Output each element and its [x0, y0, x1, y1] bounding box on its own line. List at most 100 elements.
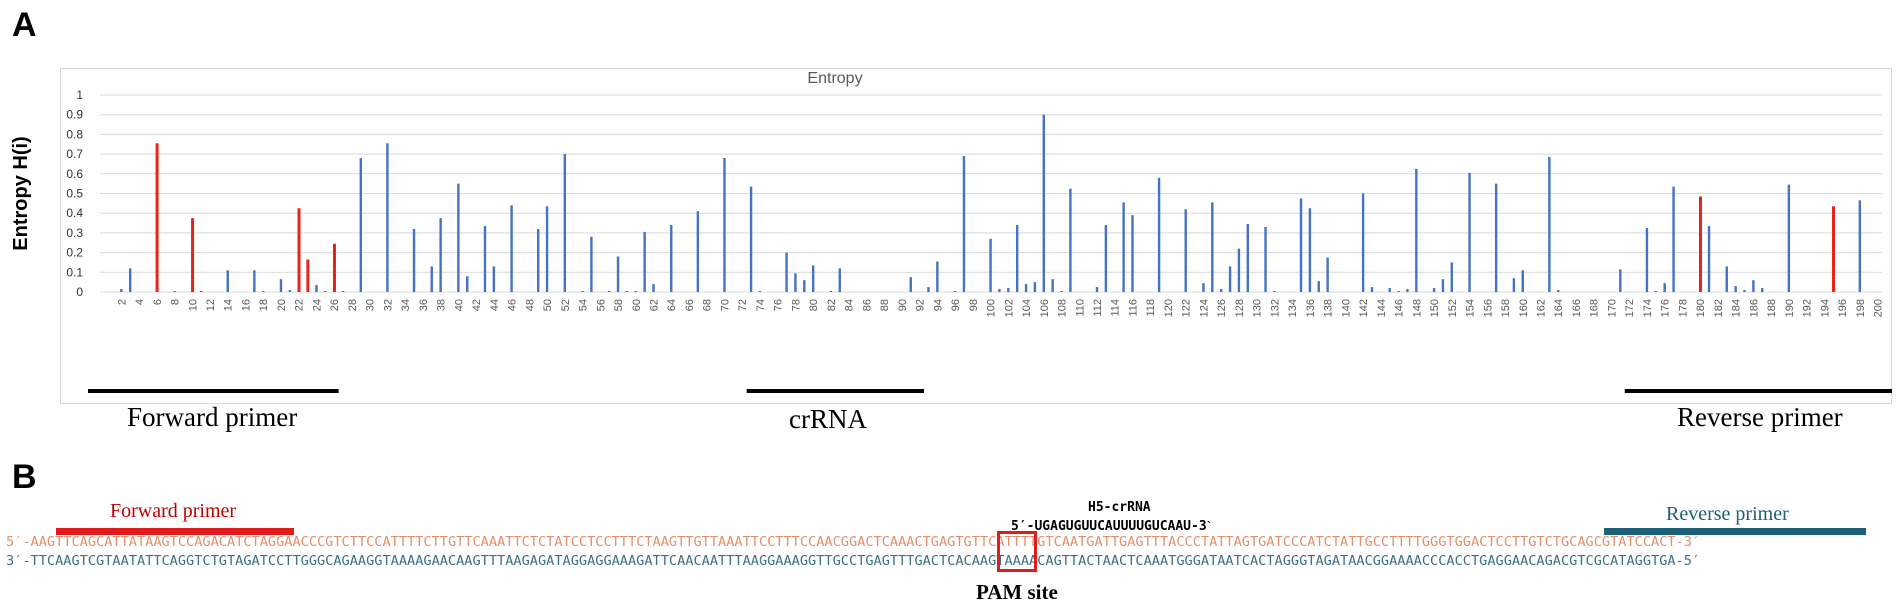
bar: [412, 228, 416, 292]
x-tick-label: 74: [755, 299, 767, 311]
x-tick-label: 112: [1092, 299, 1104, 317]
bar: [359, 158, 362, 292]
bar: [120, 289, 123, 292]
y-tick-label: 0.5: [66, 187, 83, 201]
x-tick-label: 178: [1677, 299, 1689, 317]
x-tick-label: 134: [1287, 299, 1299, 317]
reverse-primer-label: Reverse primer: [1666, 503, 1789, 525]
bar: [262, 291, 265, 292]
bar: [1228, 266, 1232, 292]
reverse-primer-region-label: Reverse primer: [1677, 402, 1843, 432]
x-tick-label: 154: [1465, 299, 1477, 317]
x-tick-label: 22: [294, 299, 306, 311]
x-tick-label: 40: [453, 299, 465, 311]
bar: [1397, 291, 1400, 292]
bar: [128, 268, 132, 292]
bar: [962, 156, 966, 292]
y-tick-label: 0.9: [66, 108, 83, 122]
x-tick-label: 162: [1536, 299, 1548, 317]
bar: [723, 158, 726, 292]
x-tick-label: 78: [790, 299, 802, 311]
bar: [1202, 283, 1205, 292]
bar: [492, 266, 496, 292]
x-tick-label: 98: [968, 299, 980, 311]
region-bar: [1624, 389, 1892, 393]
bar: [1388, 288, 1391, 292]
x-tick-label: 48: [524, 299, 536, 311]
x-tick-label: 28: [347, 299, 359, 311]
x-tick-label: 92: [915, 299, 927, 311]
bar: [1858, 200, 1862, 292]
x-tick-label: 58: [613, 299, 625, 311]
bar-highlight: [297, 208, 301, 292]
bar: [643, 231, 646, 292]
bar: [1051, 279, 1054, 292]
bar-highlight: [155, 143, 159, 292]
x-tick-label: 82: [826, 299, 838, 311]
x-tick-label: 12: [205, 299, 217, 311]
x-tick-label: 42: [471, 299, 483, 311]
bar: [324, 291, 327, 292]
reverse-primer-bar: [1604, 528, 1866, 535]
bar: [1441, 279, 1445, 292]
bar: [1619, 269, 1622, 292]
x-tick-label: 64: [666, 299, 678, 311]
x-tick-label: 70: [719, 299, 731, 311]
x-tick-label: 50: [542, 299, 554, 311]
x-tick-label: 100: [986, 299, 998, 317]
bar: [1069, 188, 1072, 292]
x-tick-label: 116: [1127, 299, 1139, 317]
x-tick-label: 186: [1748, 299, 1760, 317]
x-tick-label: 62: [649, 299, 661, 311]
y-axis-label: Entropy H(i): [10, 136, 32, 250]
x-tick-label: 114: [1110, 299, 1122, 317]
x-tick-label: 198: [1855, 299, 1867, 317]
bar: [1415, 168, 1418, 292]
x-tick-label: 104: [1021, 299, 1033, 317]
x-tick-label: 18: [258, 299, 270, 311]
bar: [1219, 289, 1223, 292]
bar-highlight: [332, 243, 336, 292]
x-tick-label: 126: [1216, 299, 1228, 317]
bar: [785, 252, 788, 292]
x-tick-label: 140: [1340, 299, 1352, 317]
x-tick-label: 188: [1766, 299, 1778, 317]
bar: [1361, 193, 1365, 292]
y-tick-label: 0.3: [66, 226, 83, 240]
bar: [1024, 284, 1028, 292]
region-bar: [746, 389, 925, 393]
bar: [1752, 280, 1755, 292]
bar: [563, 154, 567, 292]
x-tick-label: 90: [897, 299, 909, 311]
x-tick-label: 86: [861, 299, 873, 311]
bar: [457, 183, 460, 292]
bar: [1060, 291, 1063, 292]
x-tick-label: 80: [808, 299, 820, 311]
chart-title: Entropy: [807, 70, 862, 87]
bar: [927, 287, 930, 292]
bar: [536, 228, 540, 292]
forward-primer-region-label: Forward primer: [127, 402, 298, 432]
bar: [466, 276, 469, 292]
x-tick-label: 52: [560, 299, 572, 311]
bar: [173, 291, 176, 292]
y-tick-label: 0: [76, 285, 83, 299]
bar: [625, 291, 629, 292]
y-tick-label: 0.7: [66, 147, 83, 161]
bar: [1122, 202, 1125, 292]
bar: [953, 291, 957, 292]
x-tick-label: 108: [1057, 299, 1069, 317]
x-tick-label: 88: [879, 299, 891, 311]
x-tick-label: 14: [223, 299, 235, 311]
bottom-strand-sequence: 3′-TTCAAGTCGTAATATTCAGGTCTGTAGATCCTTGGGC…: [6, 553, 1701, 569]
crrna-title: H5-crRNA: [1088, 500, 1151, 515]
bar: [226, 270, 229, 292]
y-tick-label: 0.6: [66, 167, 83, 181]
bar: [607, 291, 611, 292]
bar: [1494, 183, 1498, 292]
bar: [1007, 288, 1010, 292]
x-tick-label: 156: [1482, 299, 1494, 317]
y-tick-label: 0.2: [66, 246, 83, 260]
x-tick-label: 124: [1198, 299, 1210, 317]
